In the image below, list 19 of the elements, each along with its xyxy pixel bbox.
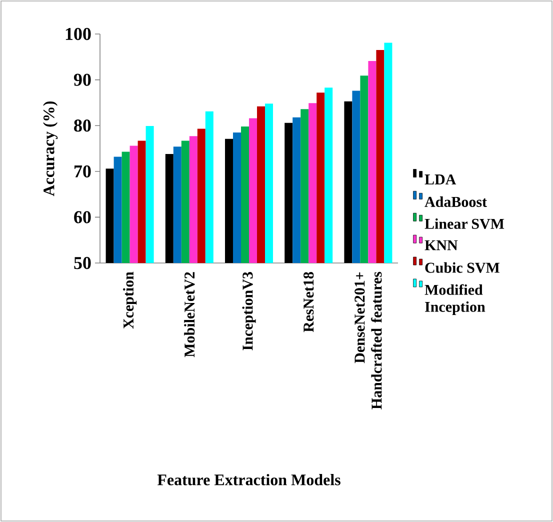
y-axis-title: Accuracy (%)	[43, 101, 58, 196]
y-tick-label: 90	[74, 74, 91, 86]
x-tick-label: InceptionV3	[242, 272, 256, 350]
y-tick-label: 50	[74, 256, 91, 270]
y-tick-label: 60	[74, 211, 91, 224]
x-axis-title: Feature Extraction Models	[157, 474, 340, 486]
legend-label: Linear SVM	[424, 218, 504, 229]
legend-label: Cubic SVM	[425, 262, 500, 273]
x-tick-label: ResNet18	[304, 272, 314, 332]
legend-label: Modified Inception	[424, 284, 486, 315]
y-tick-label: 100	[66, 28, 91, 40]
legend-label: LDA	[424, 174, 456, 184]
legend-label: AdaBoost	[424, 196, 487, 207]
legend-label: KNN	[424, 240, 458, 250]
y-tick-label: 80	[74, 120, 91, 132]
x-tick-label: DenseNet201+ Handcrafted features	[354, 272, 382, 410]
x-tick-label: Xception	[123, 272, 137, 329]
x-tick-label: MobileNetV2	[184, 272, 195, 358]
y-tick-label: 70	[74, 165, 91, 178]
